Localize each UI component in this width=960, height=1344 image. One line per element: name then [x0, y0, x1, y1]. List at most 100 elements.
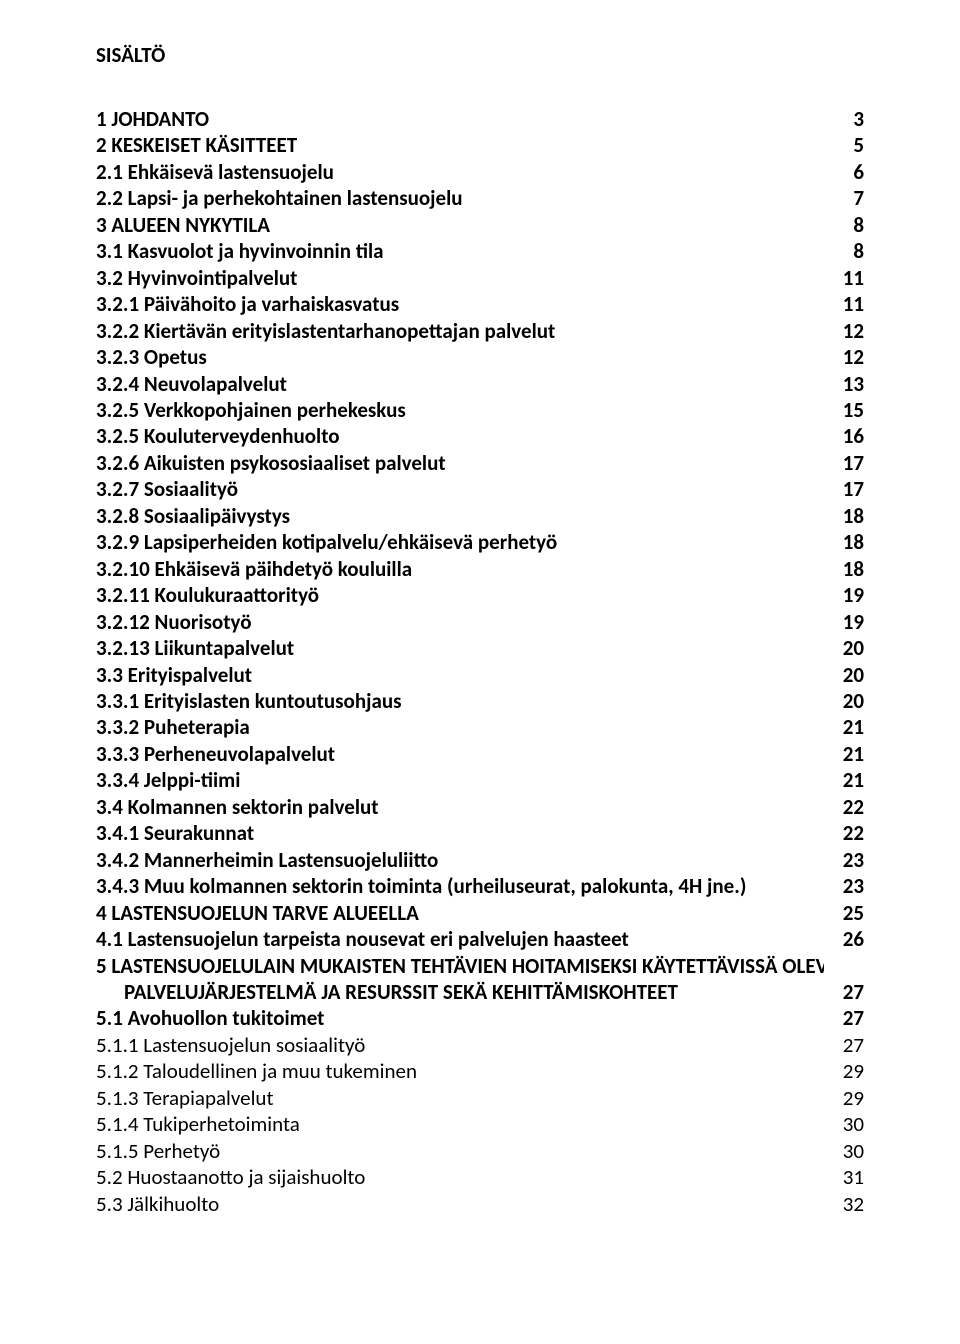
toc-title: 5.1.1 Lastensuojelun sosiaalityö	[96, 1032, 824, 1058]
toc-title: 3.2.5 Kouluterveydenhuolto	[96, 423, 824, 449]
toc-page-number: 25	[824, 900, 864, 926]
toc-page-number: 12	[824, 344, 864, 370]
toc-page-number: 21	[824, 714, 864, 740]
toc-page-number: 29	[824, 1058, 864, 1084]
toc-title: 5.1 Avohuollon tukitoimet	[96, 1005, 824, 1031]
toc-title: 3.2.12 Nuorisotyö	[96, 609, 824, 635]
toc-page-number: 17	[824, 476, 864, 502]
toc-title: 3.2.10 Ehkäisevä päihdetyö kouluilla	[96, 556, 824, 582]
toc-page-number: 6	[824, 159, 864, 185]
toc-title: 3.4.3 Muu kolmannen sektorin toiminta (u…	[96, 873, 824, 899]
toc-page-number: 31	[824, 1164, 864, 1190]
toc-row: 3.2.10 Ehkäisevä päihdetyö kouluilla18	[96, 556, 864, 582]
toc-title: 3.2.5 Verkkopohjainen perhekeskus	[96, 397, 824, 423]
toc-page-number: 15	[824, 397, 864, 423]
toc-title: 3.2.9 Lapsiperheiden kotipalvelu/ehkäise…	[96, 529, 824, 555]
toc-row: 3.4.2 Mannerheimin Lastensuojeluliitto23	[96, 847, 864, 873]
toc-row: 3.2.3 Opetus12	[96, 344, 864, 370]
toc-page-number: 21	[824, 741, 864, 767]
toc-title: 3.4.2 Mannerheimin Lastensuojeluliitto	[96, 847, 824, 873]
toc-row: 1 JOHDANTO3	[96, 106, 864, 132]
toc-page-number: 17	[824, 450, 864, 476]
toc-row: 5.1.3 Terapiapalvelut29	[96, 1085, 864, 1111]
toc-row: 3.2.13 Liikuntapalvelut20	[96, 635, 864, 661]
toc-title: 3.3.3 Perheneuvolapalvelut	[96, 741, 824, 767]
toc-row: 3.2.2 Kiertävän erityislastentarhanopett…	[96, 318, 864, 344]
toc-page-number: 11	[824, 265, 864, 291]
toc-row: 3.2.9 Lapsiperheiden kotipalvelu/ehkäise…	[96, 529, 864, 555]
toc-title: 3.3 Erityispalvelut	[96, 662, 824, 688]
toc-title: 3.2.6 Aikuisten psykososiaaliset palvelu…	[96, 450, 824, 476]
toc-page-number: 27	[824, 1005, 864, 1031]
toc-page-number: 30	[824, 1111, 864, 1137]
toc-title: 2 KESKEISET KÄSITTEET	[96, 132, 824, 158]
toc-page-number: 23	[824, 873, 864, 899]
toc-title: 3 ALUEEN NYKYTILA	[96, 212, 824, 238]
toc-page-number: 19	[824, 609, 864, 635]
toc-title: 1 JOHDANTO	[96, 106, 824, 132]
toc-row: 2 KESKEISET KÄSITTEET5	[96, 132, 864, 158]
page-heading: SISÄLTÖ	[96, 42, 864, 68]
toc-row: 3.1 Kasvuolot ja hyvinvoinnin tila8	[96, 238, 864, 264]
toc-row: 3.2.8 Sosiaalipäivystys18	[96, 503, 864, 529]
toc-page-number: 3	[824, 106, 864, 132]
toc-title: 5.1.4 Tukiperhetoiminta	[96, 1111, 824, 1137]
toc-title: 3.2.4 Neuvolapalvelut	[96, 371, 824, 397]
toc-row: 3.2 Hyvinvointipalvelut11	[96, 265, 864, 291]
toc-row: PALVELUJÄRJESTELMÄ JA RESURSSIT SEKÄ KEH…	[96, 979, 864, 1005]
toc-title: 5.1.2 Taloudellinen ja muu tukeminen	[96, 1058, 824, 1084]
toc-title: 3.2 Hyvinvointipalvelut	[96, 265, 824, 291]
toc-title: 5.1.5 Perhetyö	[96, 1138, 824, 1164]
toc-title: 3.2.2 Kiertävän erityislastentarhanopett…	[96, 318, 824, 344]
toc-page-number: 7	[824, 185, 864, 211]
toc-row: 4.1 Lastensuojelun tarpeista nousevat er…	[96, 926, 864, 952]
toc-title: 2.2 Lapsi- ja perhekohtainen lastensuoje…	[96, 185, 824, 211]
toc-row: 3.2.6 Aikuisten psykososiaaliset palvelu…	[96, 450, 864, 476]
toc-row: 5.1.2 Taloudellinen ja muu tukeminen29	[96, 1058, 864, 1084]
toc-page-number: 8	[824, 238, 864, 264]
toc-title: 3.1 Kasvuolot ja hyvinvoinnin tila	[96, 238, 824, 264]
toc-page-number: 20	[824, 662, 864, 688]
toc-row: 3.3.4 Jelppi-tiimi21	[96, 767, 864, 793]
toc-row: 3.2.7 Sosiaalityö17	[96, 476, 864, 502]
toc-page-number: 29	[824, 1085, 864, 1111]
toc-page-number: 13	[824, 371, 864, 397]
toc-row: 3.3.2 Puheterapia21	[96, 714, 864, 740]
toc-row: 5 LASTENSUOJELULAIN MUKAISTEN TEHTÄVIEN …	[96, 953, 864, 979]
toc-row: 3.2.5 Verkkopohjainen perhekeskus15	[96, 397, 864, 423]
toc-row: 5.3 Jälkihuolto32	[96, 1191, 864, 1217]
toc-page-number: 18	[824, 529, 864, 555]
table-of-contents: 1 JOHDANTO32 KESKEISET KÄSITTEET52.1 Ehk…	[96, 106, 864, 1217]
toc-row: 3.2.5 Kouluterveydenhuolto16	[96, 423, 864, 449]
toc-page-number: 26	[824, 926, 864, 952]
toc-title: PALVELUJÄRJESTELMÄ JA RESURSSIT SEKÄ KEH…	[96, 979, 824, 1005]
toc-page-number: 22	[824, 794, 864, 820]
toc-page-number: 27	[824, 979, 864, 1005]
toc-title: 3.2.11 Koulukuraattorityö	[96, 582, 824, 608]
toc-title: 3.2.8 Sosiaalipäivystys	[96, 503, 824, 529]
toc-page-number: 16	[824, 423, 864, 449]
toc-page-number: 20	[824, 688, 864, 714]
toc-row: 5.1.1 Lastensuojelun sosiaalityö27	[96, 1032, 864, 1058]
toc-page-number: 32	[824, 1191, 864, 1217]
toc-page-number: 11	[824, 291, 864, 317]
toc-row: 3.2.4 Neuvolapalvelut13	[96, 371, 864, 397]
toc-title: 2.1 Ehkäisevä lastensuojelu	[96, 159, 824, 185]
toc-page-number: 5	[824, 132, 864, 158]
toc-page-number: 20	[824, 635, 864, 661]
toc-row: 3.3.3 Perheneuvolapalvelut21	[96, 741, 864, 767]
toc-page-number: 18	[824, 556, 864, 582]
toc-title: 3.3.4 Jelppi-tiimi	[96, 767, 824, 793]
toc-title: 4.1 Lastensuojelun tarpeista nousevat er…	[96, 926, 824, 952]
toc-title: 3.4 Kolmannen sektorin palvelut	[96, 794, 824, 820]
toc-row: 5.1 Avohuollon tukitoimet27	[96, 1005, 864, 1031]
toc-page-number: 27	[824, 1032, 864, 1058]
toc-row: 4 LASTENSUOJELUN TARVE ALUEELLA25	[96, 900, 864, 926]
toc-page-number: 8	[824, 212, 864, 238]
toc-title: 3.2.7 Sosiaalityö	[96, 476, 824, 502]
toc-title: 4 LASTENSUOJELUN TARVE ALUEELLA	[96, 900, 824, 926]
toc-title: 3.2.3 Opetus	[96, 344, 824, 370]
toc-page-number: 19	[824, 582, 864, 608]
toc-title: 5.1.3 Terapiapalvelut	[96, 1085, 824, 1111]
toc-title: 5.2 Huostaanotto ja sijaishuolto	[96, 1164, 824, 1190]
